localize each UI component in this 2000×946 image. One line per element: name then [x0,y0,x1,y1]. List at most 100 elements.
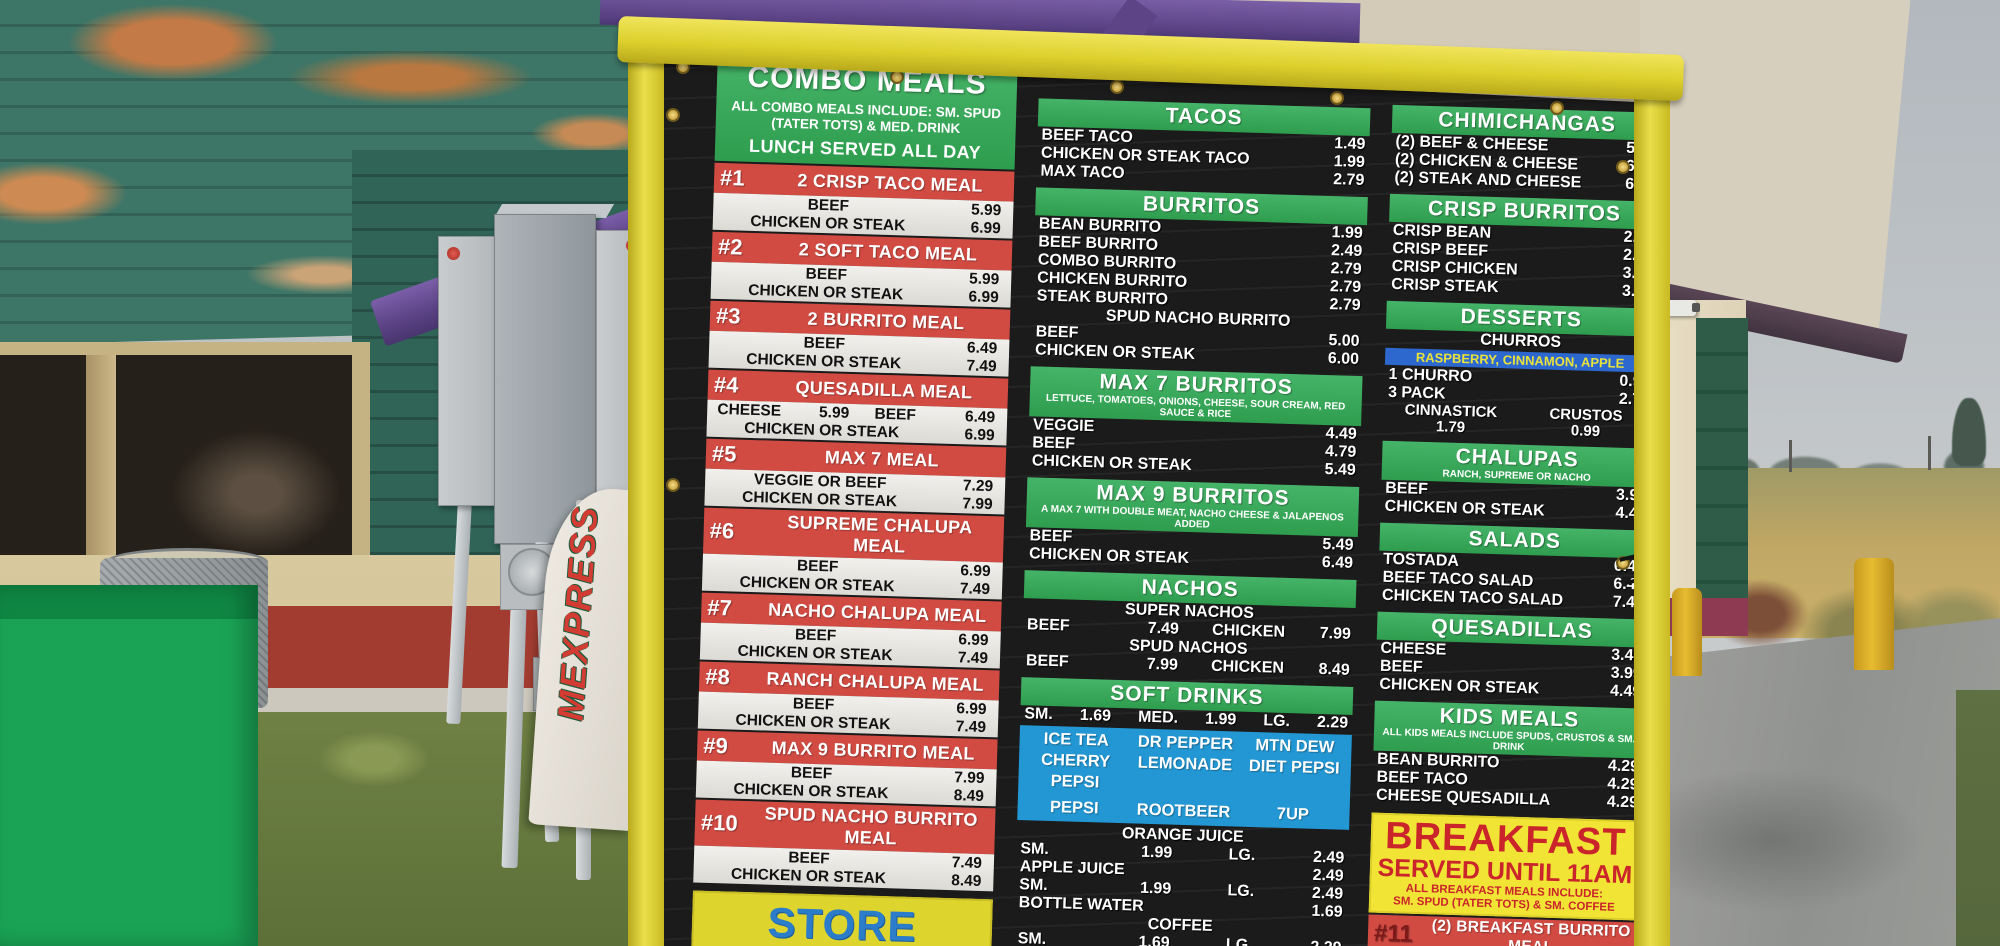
item-name: BEEF [874,405,917,424]
grommet [1110,80,1124,94]
green-dumpster [0,585,258,946]
menu-banner: COMBO MEALS ALL COMBO MEALS INCLUDE: SM.… [660,54,1636,946]
item-price: 5.49 [1324,461,1356,479]
item-price: 7.49 [966,356,997,375]
combo-items: #1 2 CRISP TACO MEAL BEEF 5.99 CHICKEN OR ST… [693,162,1015,892]
meal-number: #7 [707,594,733,621]
meal-item: #3 2 BURRITO MEAL BEEF 6.49 CHICKEN OR STEAK… [708,300,1011,377]
size-cell: LG. [1263,712,1291,731]
item-price: 7.29 [962,477,994,496]
red-indicator [447,247,460,260]
grass-strip-right [1956,690,2000,946]
menu-column-middle: TACOS BEEF TACO 1.49 CHICKEN OR STEAK TACO 1… [1009,91,1371,946]
power-pole [1789,440,1792,472]
green-corner-trim [1696,318,1748,618]
power-pole [1928,436,1931,470]
item-price: 5.99 [968,270,1000,289]
menu-section: NACHOS SUPER NACHOS BEEF 7.49 CHICKEN 7.99 SPU… [1022,570,1357,680]
item-price: 0.99 [1570,422,1601,441]
meal-prices: VEGGIE OR BEEF 7.29 CHICKEN OR STEAK 7.99 [704,468,1006,515]
item-price: 2.79 [1329,296,1361,314]
size-cell: MED. [1137,708,1179,727]
meal-item: #7 NACHO CHALUPA MEAL BEEF 6.99 CHICKEN OR S… [699,592,1002,669]
meal-prices: BEEF 7.49 CHICKEN OR STEAK 8.49 [693,845,995,892]
item-price: 6.99 [958,631,989,650]
item-price: 2.49 [1312,848,1345,867]
item-price: 6.49 [966,339,998,358]
item-price: 7.49 [1147,619,1180,638]
drinks-row: PEPSI ROOTBEER 7UP [1019,796,1347,827]
item-name: CHEESE [717,400,782,420]
item-price: 5.99 [970,201,1002,220]
item-name: LG. [1225,936,1253,946]
combo-column: COMBO MEALS ALL COMBO MEALS INCLUDE: SM.… [684,54,1018,946]
meal-prices: BEEF 6.99 CHICKEN OR STEAK 7.49 [701,553,1003,600]
item-price: 2.79 [1332,171,1365,190]
security-camera [1662,300,1700,316]
store-hours-title: STORE HOURS [766,898,918,946]
item-price: 1.69 [1138,933,1170,946]
combo-subtitle: ALL COMBO MEALS INCLUDE: SM. SPUD (TATER… [731,98,1002,137]
item-price: 4.29 [1607,757,1640,776]
grommet [1550,101,1564,115]
mexpress-sign-text: MEXPRESS [549,503,606,723]
meal-name: (2) BREAKFAST BURRITO MEAL [1431,917,1631,946]
meal-number: #5 [711,440,737,467]
electrical-cabinet [494,214,596,544]
item-price: 6.49 [1321,553,1354,572]
yellow-bollard [1672,588,1702,676]
yellow-bollard [1854,558,1894,670]
item-price: 2.49 [1330,242,1363,261]
item-price: 4.49 [1325,425,1358,443]
grommet [1616,556,1630,570]
item-price: 6.99 [968,287,999,306]
item-price: 1.99 [1139,879,1172,898]
drink-name: PEPSI [1049,798,1099,818]
breakfast-banner: BREAKFAST SERVED UNTIL 11AM ALL BREAKFAS… [1368,812,1636,921]
menu-section: MAX 7 BURRITOS LETTUCE, TOMATOES, ONIONS,… [1028,366,1363,480]
meal-number: #10 [700,809,739,836]
meal-name: 2 CRISP TACO MEAL [797,169,984,196]
size-cell: 1.99 [1204,710,1237,729]
item-price: 1.79 [1435,418,1466,437]
item-price: 6.99 [970,218,1002,237]
meal-name: RANCH CHALUPA MEAL [766,668,985,695]
item-price: 8.49 [950,871,982,890]
size-cell: SM. [1024,705,1054,724]
item-price: 7.99 [1146,655,1179,674]
item-price: 4.29 [1607,775,1639,794]
sign-frame-post-right [1634,56,1670,946]
store-hours-panel: STORE HOURS MONDAYOPEN8CLOSE4TUESDAYOPEN… [684,890,993,946]
meal-name: SUPREME CHALUPA MEAL [787,512,973,557]
item-price: 7.99 [962,494,993,513]
sign-frame-post-left [628,22,664,946]
menu-section: KIDS MEALS ALL KIDS MEALS INCLUDE SPUDS, … [1372,700,1640,813]
meal-item: #4 QUESADILLA MEAL CHEESE 5.99 BEEF 6.49 CHICK… [706,369,1009,446]
grommet [666,478,680,492]
drink-name: LEMONADE [1137,753,1233,775]
item-price: 5.49 [1322,535,1354,554]
item-price: 2.49 [1311,884,1344,903]
meal-item: #1 2 CRISP TACO MEAL BEEF 5.99 CHICKEN OR ST… [712,162,1015,239]
meal-prices: BEEF 6.99 CHICKEN OR STEAK 7.49 [697,691,999,738]
meal-number: #11 [1373,919,1414,946]
meal-number: #6 [709,517,735,544]
menu-section: BURRITOS BEAN BURRITO 1.99 BEEF BURRITO 2.49… [1031,187,1368,369]
item-price: 2.79 [1330,260,1362,279]
meal-prices: BEEF 5.99 CHICKEN OR STEAK 6.99 [712,192,1014,239]
item-name: CHICKEN [1210,657,1285,677]
menu-section: QUESADILLAS CHEESE 3.49 BEEF 3.99 CHICKEN OR … [1375,611,1636,702]
item-price: 4.79 [1324,443,1357,461]
grommet [666,108,680,122]
meal-item: #2 2 SOFT TACO MEAL BEEF 5.99 CHICKEN OR STE… [710,231,1013,308]
item-price: 2.49 [1312,866,1344,885]
item-price: 7.99 [954,769,985,788]
menu-columns: COMBO MEALS ALL COMBO MEALS INCLUDE: SM.… [667,54,1640,946]
item-price: 5.00 [1328,332,1360,350]
meal-prices: BEEF 5.99 CHICKEN OR STEAK 6.99 [710,261,1012,308]
item-price: 8.49 [1318,660,1351,679]
